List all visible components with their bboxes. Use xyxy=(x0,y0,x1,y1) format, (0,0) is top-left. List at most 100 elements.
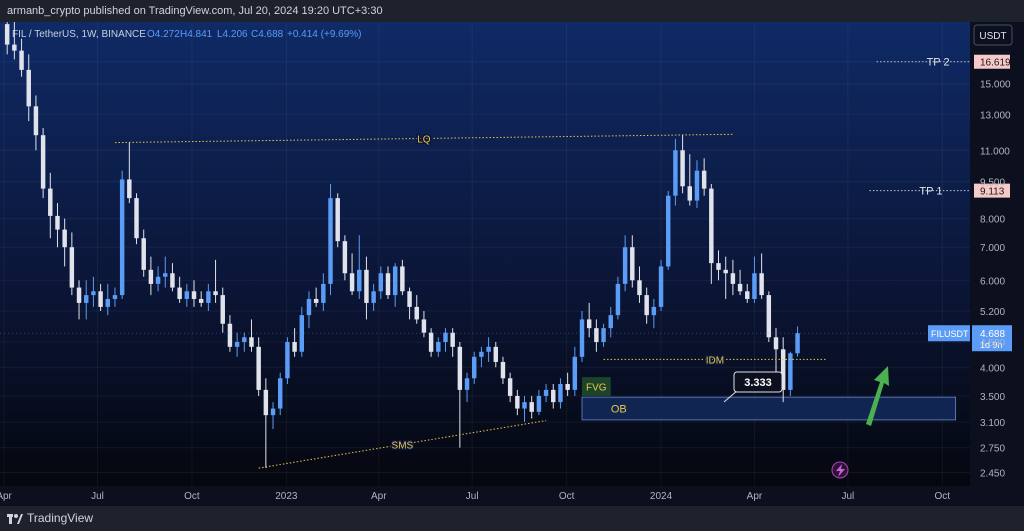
line-label-sms: SMS xyxy=(392,440,414,451)
line-label-lq: LQ xyxy=(417,134,431,145)
last-price-value: 4.688 xyxy=(980,329,1005,340)
last-price-symbol-box xyxy=(928,325,970,342)
candle-up xyxy=(601,328,606,343)
tp-label: TP 1 xyxy=(919,186,942,198)
candle-up xyxy=(694,170,700,201)
fvg-label: FVG xyxy=(586,383,607,394)
candle-down xyxy=(507,378,513,396)
time-tick-label: Apr xyxy=(371,491,387,502)
price-chart[interactable]: OB FVG LQ SMS IDM TP 2 16.619 TP 1 9.113 3.333 FIL… xyxy=(0,22,1024,506)
price-tick-label: 7.000 xyxy=(980,243,1005,254)
candle-down xyxy=(586,319,592,329)
footer-bar: TradingView xyxy=(0,506,1024,531)
candle-down xyxy=(198,298,204,303)
candle-down xyxy=(26,69,31,107)
candle-down xyxy=(292,342,297,352)
candle-up xyxy=(306,298,312,316)
candle-up xyxy=(658,266,664,307)
price-axis-background xyxy=(970,22,1024,486)
candle-down xyxy=(33,106,39,136)
price-tick-label: 4.500 xyxy=(980,338,1005,349)
candle-down xyxy=(414,306,419,320)
candle-down xyxy=(400,266,405,292)
candle-down xyxy=(759,273,764,296)
price-tick-label: 8.000 xyxy=(980,215,1005,226)
candle-down xyxy=(313,298,319,303)
candle-up xyxy=(378,273,384,292)
dotted-line-sms xyxy=(258,420,547,469)
tp-price-label: 16.619 xyxy=(980,58,1011,69)
zones xyxy=(581,377,957,421)
candle-up xyxy=(105,298,111,307)
candle-up xyxy=(795,333,800,354)
candle-down xyxy=(335,198,340,242)
candle-down xyxy=(450,332,455,347)
candle-down xyxy=(263,389,269,416)
candle-up xyxy=(328,198,333,284)
currency-button-box[interactable] xyxy=(973,24,1013,46)
candle-down xyxy=(256,346,261,390)
publish-info-text: armanb_crypto published on TradingView.c… xyxy=(7,5,383,17)
price-tick-label: 11.000 xyxy=(980,146,1010,157)
candle-down xyxy=(55,215,60,230)
candle-down xyxy=(701,170,707,189)
candle-up xyxy=(443,332,448,343)
candle-down xyxy=(4,24,10,45)
candle-down xyxy=(12,44,17,51)
candle-down xyxy=(737,283,743,292)
candle-down xyxy=(515,395,520,409)
candle-up xyxy=(486,346,491,352)
candle-up xyxy=(234,342,240,347)
candle-down xyxy=(342,241,348,274)
time-tick-label: Apr xyxy=(747,491,763,502)
price-tick-label: 6.000 xyxy=(980,276,1005,287)
candle-up xyxy=(464,378,470,390)
tp-price-box xyxy=(974,183,1010,198)
time-tick-label: Jul xyxy=(466,491,479,502)
candle-down xyxy=(19,50,24,70)
candle-down xyxy=(40,135,46,189)
annotations: OB FVG LQ SMS IDM TP 2 16.619 TP 1 9.113 3.333 FIL… xyxy=(0,54,1012,469)
candle-up xyxy=(206,291,211,303)
candle-down xyxy=(680,150,685,187)
candle-down xyxy=(687,186,693,201)
candle-up xyxy=(285,342,290,379)
candle-up xyxy=(536,395,542,412)
candle-down xyxy=(773,337,779,350)
candle-up xyxy=(665,195,671,267)
candle-up xyxy=(673,150,678,196)
tradingview-logo-icon xyxy=(7,513,23,524)
last-price-countdown: 1d 9h xyxy=(980,340,1003,350)
candle-up xyxy=(163,273,168,277)
candle-down xyxy=(385,273,391,296)
symbol-legend: FIL / TetherUS, 1W, BINANCE O4.272 H4.84… xyxy=(12,29,362,40)
currency-button-label[interactable]: USDT xyxy=(979,31,1006,42)
time-tick-label: Oct xyxy=(184,491,200,502)
candle-up xyxy=(479,351,484,357)
candle-up xyxy=(522,402,527,409)
candle-down xyxy=(637,280,642,296)
fvg-zone xyxy=(582,377,611,396)
candle-up xyxy=(112,295,118,299)
candle-up xyxy=(608,315,613,329)
candle-down xyxy=(407,291,412,307)
time-tick-label: 2023 xyxy=(275,491,298,502)
footer-brand: TradingView xyxy=(27,511,94,525)
price-tick-label: 13.000 xyxy=(980,110,1011,121)
lightning-icon[interactable] xyxy=(831,461,849,479)
legend-close: C4.688 xyxy=(251,29,284,40)
candle-down xyxy=(62,229,67,248)
price-tick-label: 3.500 xyxy=(980,392,1005,403)
candle-up xyxy=(471,356,477,379)
candle-up xyxy=(579,319,585,357)
legend-open: O4.272 xyxy=(147,29,180,40)
candle-down xyxy=(227,323,233,347)
currency-button[interactable]: USDT xyxy=(973,24,1013,46)
candle-up xyxy=(752,273,757,299)
callout-box xyxy=(733,371,783,393)
candle-up xyxy=(651,306,657,316)
candle-down xyxy=(428,332,434,352)
callout-label: 3.333 xyxy=(744,377,772,389)
price-tick-label: 15.000 xyxy=(980,80,1011,91)
time-tick-label: Oct xyxy=(935,491,951,502)
